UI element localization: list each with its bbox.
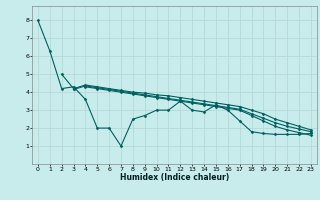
- X-axis label: Humidex (Indice chaleur): Humidex (Indice chaleur): [120, 173, 229, 182]
